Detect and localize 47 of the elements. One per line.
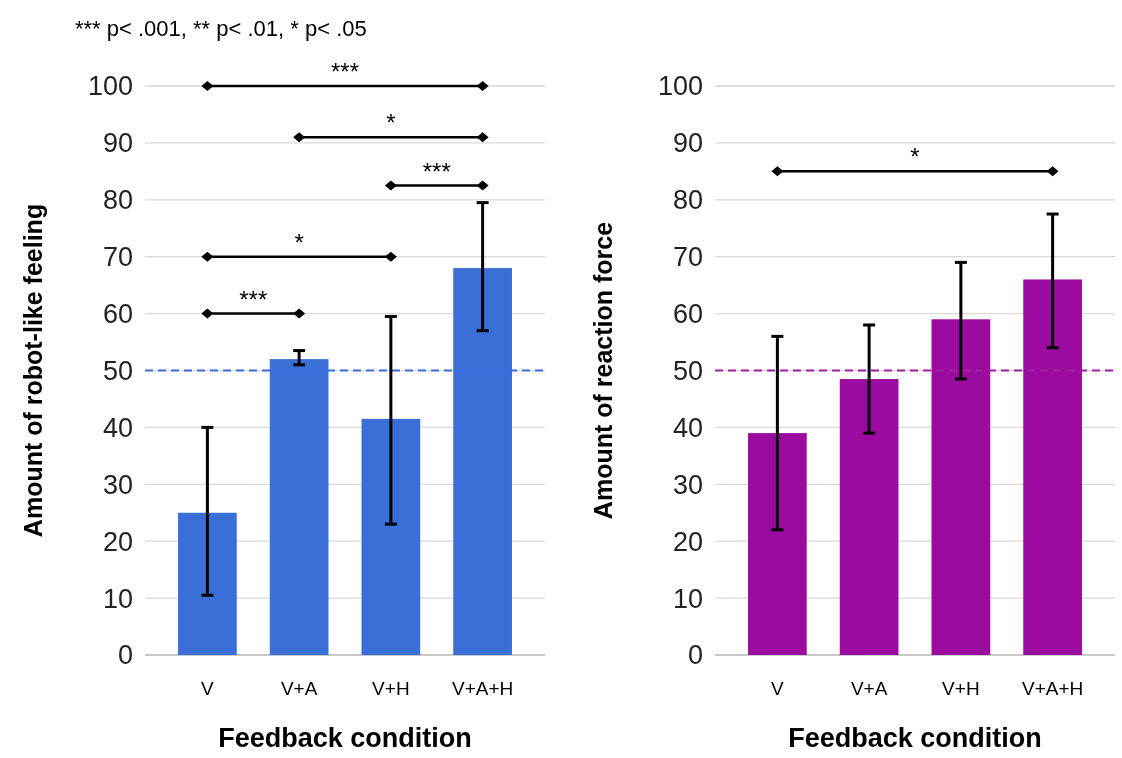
y-tick-label: 50 xyxy=(672,355,703,386)
x-tick-label: V xyxy=(201,678,215,699)
x-tick-label: V xyxy=(771,678,785,699)
y-tick-label: 60 xyxy=(102,299,133,330)
chart-title: *** p< .001, ** p< .01, * p< .05 xyxy=(75,16,367,41)
bar xyxy=(931,319,991,655)
y-axis-title: Amount of robot-like feeling xyxy=(19,203,47,538)
y-tick-label: 0 xyxy=(117,640,133,671)
annotation: * xyxy=(386,109,396,137)
x-axis-title: Feedback condition xyxy=(788,723,1042,753)
y-tick-label: 80 xyxy=(672,185,703,216)
y-tick-label: 0 xyxy=(687,640,703,671)
y-tick-label: 10 xyxy=(102,583,133,614)
y-tick-label: 100 xyxy=(657,71,703,102)
y-tick-label: 40 xyxy=(672,412,703,443)
y-tick-label: 90 xyxy=(102,128,133,159)
y-tick-label: 50 xyxy=(102,355,133,386)
x-tick-label: V+H xyxy=(942,678,980,699)
x-tick-label: V+A+H xyxy=(1021,678,1084,699)
bar xyxy=(1023,279,1082,655)
x-tick-label: V+A xyxy=(850,678,888,699)
y-tick-label: 70 xyxy=(102,242,133,273)
annotation: * xyxy=(910,143,920,171)
y-tick-label: 90 xyxy=(672,128,703,159)
bar xyxy=(839,379,899,655)
annotation: *** xyxy=(422,157,451,185)
y-tick-label: 10 xyxy=(672,583,703,614)
y-tick-label: 30 xyxy=(102,469,133,500)
x-tick-label: V+A+H xyxy=(451,678,514,699)
text: *** xyxy=(330,58,360,85)
y-tick-label: 20 xyxy=(672,526,703,557)
x-axis-title: Feedback condition xyxy=(218,723,472,753)
y-tick-label: 70 xyxy=(672,242,703,273)
annotation: * xyxy=(294,228,304,256)
annotation: *** xyxy=(239,285,268,313)
y-tick-label: 40 xyxy=(102,412,133,443)
bar xyxy=(748,433,807,655)
bar xyxy=(178,512,237,655)
x-tick-label: V+H xyxy=(372,678,410,699)
y-tick-label: 20 xyxy=(102,526,133,557)
y-tick-label: 60 xyxy=(672,299,703,330)
x-tick-label: V+A xyxy=(280,678,318,699)
bar xyxy=(361,418,421,655)
y-tick-label: 80 xyxy=(102,185,133,216)
y-tick-label: 30 xyxy=(672,469,703,500)
y-axis-title: Amount of reaction force xyxy=(589,221,617,520)
y-tick-label: 100 xyxy=(87,71,133,102)
